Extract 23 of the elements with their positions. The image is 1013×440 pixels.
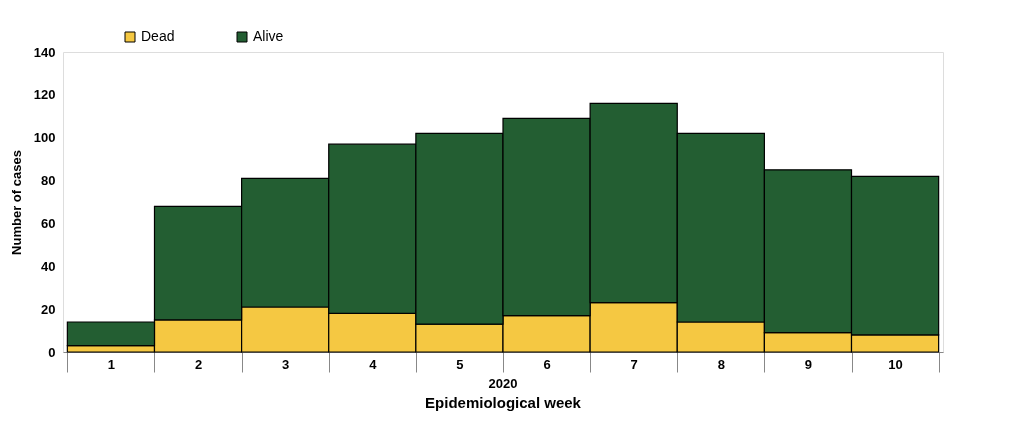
y-tick-label: 20: [41, 301, 56, 317]
x-axis-title: Epidemiological week: [425, 394, 582, 411]
legend-label: Alive: [253, 28, 284, 44]
x-tick-label: 6: [543, 356, 551, 372]
y-axis-title: Number of cases: [8, 150, 24, 255]
x-tick-label: 10: [888, 356, 903, 372]
x-tick-label: 4: [369, 356, 378, 372]
x-tick-label: 7: [630, 356, 638, 372]
x-tick-label: 5: [456, 356, 464, 372]
text: 2020: [488, 376, 518, 391]
x-tick-label: 2: [194, 356, 203, 372]
legend-label: Dead: [141, 28, 175, 44]
y-tick-label: 120: [33, 87, 56, 103]
x-tick-label: 9: [804, 356, 813, 372]
y-tick-label: 80: [41, 173, 56, 189]
y-tick-label: 60: [41, 215, 56, 231]
x-tick-label: 3: [282, 356, 290, 372]
y-tick-label: 140: [33, 44, 56, 60]
x-tick-label: 8: [717, 356, 725, 372]
y-tick-label: 0: [48, 344, 56, 360]
y-tick-label: 40: [41, 258, 56, 274]
y-tick-label: 100: [33, 130, 56, 146]
x-tick-label: 1: [107, 356, 116, 372]
